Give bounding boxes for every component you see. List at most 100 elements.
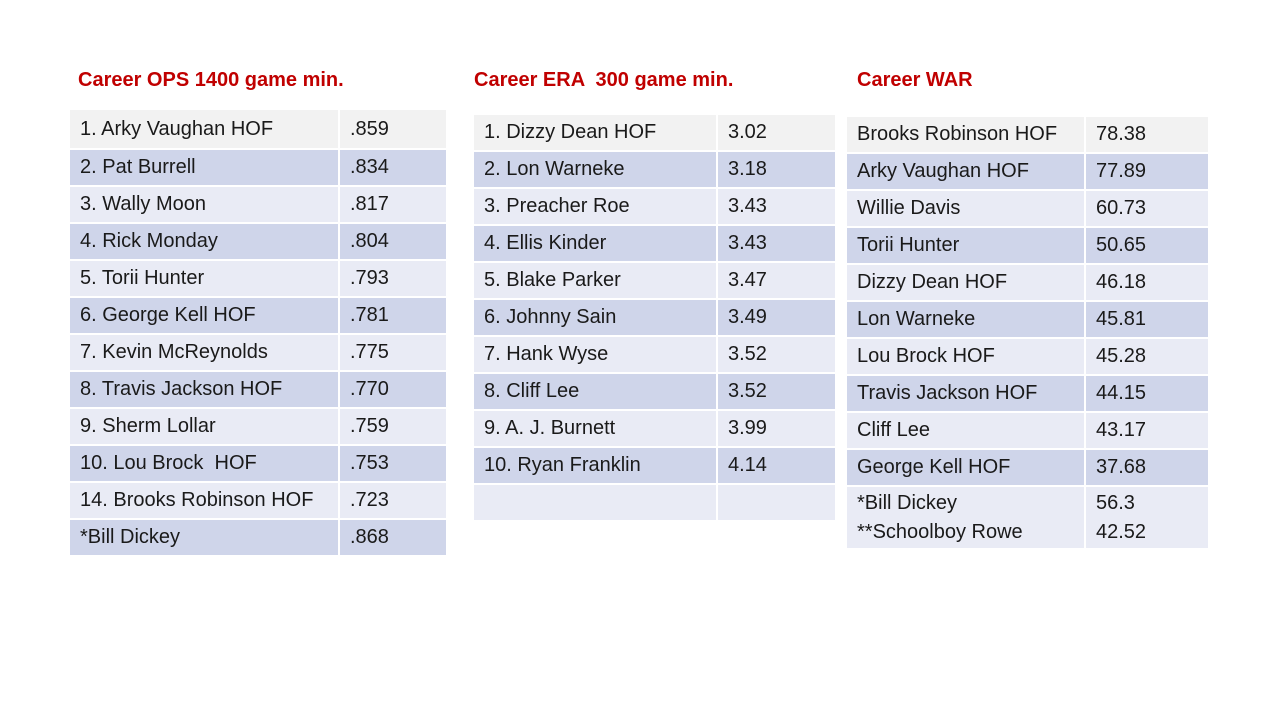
stat-value: 3.49	[716, 298, 837, 337]
ops-table-title: Career OPS 1400 game min.	[78, 69, 344, 91]
stat-value: .759	[338, 407, 448, 446]
player-name: 7. Hank Wyse	[472, 335, 718, 374]
player-name: Lon Warneke	[845, 300, 1086, 339]
stat-value: 43.17	[1084, 411, 1210, 450]
stat-value: .793	[338, 259, 448, 298]
table-row: 14. Brooks Robinson HOF .723	[68, 481, 448, 520]
stat-value: 44.15	[1084, 374, 1210, 413]
player-name: 8. Cliff Lee	[472, 372, 718, 411]
player-name: 4. Ellis Kinder	[472, 224, 718, 263]
stat-value: 3.43	[716, 187, 837, 226]
table-row: 8. Travis Jackson HOF .770	[68, 370, 448, 409]
table-row: 3. Wally Moon .817	[68, 185, 448, 224]
player-name: George Kell HOF	[845, 448, 1086, 487]
stat-value	[716, 483, 837, 522]
player-name: Lou Brock HOF	[845, 337, 1086, 376]
stat-value: .775	[338, 333, 448, 372]
table-row: Travis Jackson HOF 44.15	[845, 374, 1210, 413]
table-row: 7. Kevin McReynolds .775	[68, 333, 448, 372]
stat-value: 46.18	[1084, 263, 1210, 302]
player-name: 10. Lou Brock HOF	[68, 444, 340, 483]
table-row: Brooks Robinson HOF 78.38	[845, 115, 1210, 154]
footnote-value: 42.52	[1096, 520, 1147, 543]
table-row: 1. Dizzy Dean HOF 3.02	[472, 113, 837, 152]
table-row: 6. George Kell HOF .781	[68, 296, 448, 335]
player-name: 6. George Kell HOF	[68, 296, 340, 335]
era-table: 1. Dizzy Dean HOF 3.02 2. Lon Warneke 3.…	[472, 113, 837, 522]
war-table-title: Career WAR	[857, 69, 973, 91]
table-row: 5. Torii Hunter .793	[68, 259, 448, 298]
player-name: Travis Jackson HOF	[845, 374, 1086, 413]
player-name: 3. Wally Moon	[68, 185, 340, 224]
stat-value: .804	[338, 222, 448, 261]
player-name: 4. Rick Monday	[68, 222, 340, 261]
player-name: Cliff Lee	[845, 411, 1086, 450]
table-row: 10. Ryan Franklin 4.14	[472, 446, 837, 485]
player-name: 9. A. J. Burnett	[472, 409, 718, 448]
stat-value: 3.52	[716, 372, 837, 411]
stat-value: 4.14	[716, 446, 837, 485]
era-table-title: Career ERA 300 game min.	[474, 69, 734, 91]
table-row: Cliff Lee 43.17	[845, 411, 1210, 450]
table-row: Arky Vaughan HOF 77.89	[845, 152, 1210, 191]
stat-value: 45.81	[1084, 300, 1210, 339]
player-name: 6. Johnny Sain	[472, 298, 718, 337]
table-row: Lou Brock HOF 45.28	[845, 337, 1210, 376]
player-name: 8. Travis Jackson HOF	[68, 370, 340, 409]
table-row: 2. Pat Burrell .834	[68, 148, 448, 187]
table-row: 8. Cliff Lee 3.52	[472, 372, 837, 411]
table-row: George Kell HOF 37.68	[845, 448, 1210, 487]
stat-value: 77.89	[1084, 152, 1210, 191]
table-row: 6. Johnny Sain 3.49	[472, 298, 837, 337]
table-row: Willie Davis 60.73	[845, 189, 1210, 228]
table-row: *Bill Dickey .868	[68, 518, 448, 557]
player-name: Torii Hunter	[845, 226, 1086, 265]
ops-table: 1. Arky Vaughan HOF .859 2. Pat Burrell …	[68, 108, 448, 557]
table-row: 10. Lou Brock HOF .753	[68, 444, 448, 483]
stat-value: .834	[338, 148, 448, 187]
table-row: 5. Blake Parker 3.47	[472, 261, 837, 300]
stat-value: .770	[338, 370, 448, 409]
player-name: Dizzy Dean HOF	[845, 263, 1086, 302]
stat-value: 60.73	[1084, 189, 1210, 228]
stat-value: .753	[338, 444, 448, 483]
footnote-name: *Bill Dickey	[857, 491, 958, 514]
player-name: 1. Arky Vaughan HOF	[68, 108, 340, 150]
footnote-values: 56.3 42.52	[1084, 485, 1210, 550]
stat-value: .868	[338, 518, 448, 557]
player-name: 9. Sherm Lollar	[68, 407, 340, 446]
player-name: 2. Lon Warneke	[472, 150, 718, 189]
war-table: Brooks Robinson HOF 78.38 Arky Vaughan H…	[845, 115, 1210, 550]
stat-value: 37.68	[1084, 448, 1210, 487]
table-row: 7. Hank Wyse 3.52	[472, 335, 837, 374]
table-row: Torii Hunter 50.65	[845, 226, 1210, 265]
stat-value: .781	[338, 296, 448, 335]
stat-value: 78.38	[1084, 115, 1210, 154]
table-row: 9. A. J. Burnett 3.99	[472, 409, 837, 448]
table-row: Lon Warneke 45.81	[845, 300, 1210, 339]
player-name: 14. Brooks Robinson HOF	[68, 481, 340, 520]
stat-value: 3.43	[716, 224, 837, 263]
player-name: Brooks Robinson HOF	[845, 115, 1086, 154]
stat-value: 50.65	[1084, 226, 1210, 265]
table-row: 4. Rick Monday .804	[68, 222, 448, 261]
table-row: *Bill Dickey **Schoolboy Rowe 56.3 42.52	[845, 485, 1210, 550]
player-name: 1. Dizzy Dean HOF	[472, 113, 718, 152]
player-name: Arky Vaughan HOF	[845, 152, 1086, 191]
table-row: Dizzy Dean HOF 46.18	[845, 263, 1210, 302]
stat-value: 3.18	[716, 150, 837, 189]
footnote-name: **Schoolboy Rowe	[857, 520, 1023, 543]
footnote-value: 56.3	[1096, 491, 1135, 514]
stat-value: 45.28	[1084, 337, 1210, 376]
table-row: 1. Arky Vaughan HOF .859	[68, 108, 448, 150]
stat-value: 3.47	[716, 261, 837, 300]
player-name: Willie Davis	[845, 189, 1086, 228]
stat-value: .859	[338, 108, 448, 150]
stat-value: 3.99	[716, 409, 837, 448]
footnote-names: *Bill Dickey **Schoolboy Rowe	[845, 485, 1086, 550]
table-row: 4. Ellis Kinder 3.43	[472, 224, 837, 263]
table-row: 2. Lon Warneke 3.18	[472, 150, 837, 189]
player-name: 3. Preacher Roe	[472, 187, 718, 226]
player-name: 2. Pat Burrell	[68, 148, 340, 187]
player-name: 7. Kevin McReynolds	[68, 333, 340, 372]
